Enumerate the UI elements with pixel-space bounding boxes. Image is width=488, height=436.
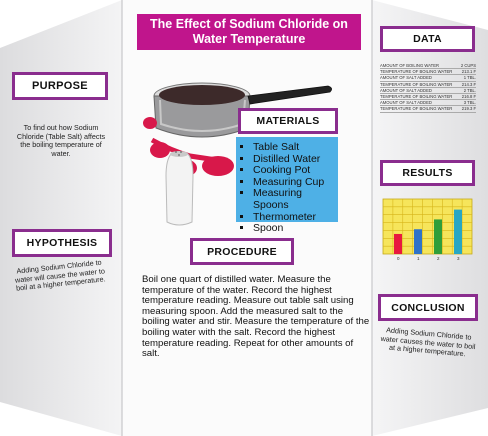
board-title: The Effect of Sodium Chloride on Water T… — [137, 14, 361, 50]
data-table: AMOUNT OF BOILING WATER 2 CUPS TEMPERATUR… — [380, 63, 476, 113]
x-tick-0: 0 — [397, 256, 400, 261]
materials-list-panel: Table Salt Distilled Water Cooking Pot M… — [236, 137, 338, 234]
chart-x-ticks: 0 1 2 3 — [397, 256, 460, 261]
chart-bar — [434, 219, 442, 254]
data-row: TEMPERATURE OF BOILING WATER 213.1 F — [380, 69, 476, 76]
data-row: AMOUNT OF SALT ADDED 1 TBL. — [380, 75, 476, 82]
data-row: TEMPERATURE OF BOILING WATER 219.3 F — [380, 106, 476, 113]
hypothesis-heading: HYPOTHESIS — [12, 229, 112, 257]
chart-grid — [383, 199, 472, 254]
chart-bar — [454, 209, 462, 254]
chart-bar — [414, 229, 422, 254]
procedure-text: Boil one quart of distilled water. Measu… — [142, 274, 370, 360]
purpose-heading: PURPOSE — [12, 72, 108, 100]
x-tick-2: 2 — [437, 256, 440, 261]
procedure-heading: PROCEDURE — [190, 238, 294, 265]
x-tick-1: 1 — [417, 256, 420, 261]
board-title-line1: The Effect of Sodium Chloride on — [150, 17, 348, 31]
chart-bar — [394, 233, 402, 254]
materials-item: Cooking Pot — [253, 165, 332, 177]
purpose-text: To find out how Sodium Chloride (Table S… — [16, 123, 106, 158]
materials-item: Distilled Water — [253, 153, 332, 166]
data-row: TEMPERATURE OF BOILING WATER 214.3 F — [380, 81, 476, 88]
board-title-line2: Water Temperature — [192, 32, 306, 46]
data-heading: DATA — [380, 26, 475, 52]
data-row: AMOUNT OF SALT ADDED 2 TBL. — [380, 87, 476, 95]
data-row: AMOUNT OF BOILING WATER 2 CUPS — [380, 63, 476, 70]
left-panel — [0, 0, 122, 436]
data-row: TEMPERATURE OF BOILING WATER 216.8 F — [380, 94, 476, 101]
materials-item: Table Salt — [253, 141, 332, 154]
materials-heading: MATERIALS — [238, 108, 338, 134]
materials-item: Thermometer — [253, 211, 332, 224]
salt-shaker-graphic — [165, 151, 194, 226]
x-tick-3: 3 — [457, 256, 460, 261]
materials-item: Measuring Cup — [253, 176, 332, 189]
data-row: AMOUNT OF SALT ADDED 3 TBL. — [380, 100, 476, 107]
materials-item: Spoon — [253, 223, 332, 235]
chart-bars — [394, 209, 462, 254]
materials-list: Table Salt Distilled Water Cooking Pot M… — [242, 141, 332, 235]
materials-item: Measuring Spoons — [253, 188, 332, 211]
conclusion-heading: CONCLUSION — [378, 294, 478, 321]
results-chart: 0 1 2 3 — [382, 198, 473, 261]
results-heading: RESULTS — [380, 160, 475, 186]
